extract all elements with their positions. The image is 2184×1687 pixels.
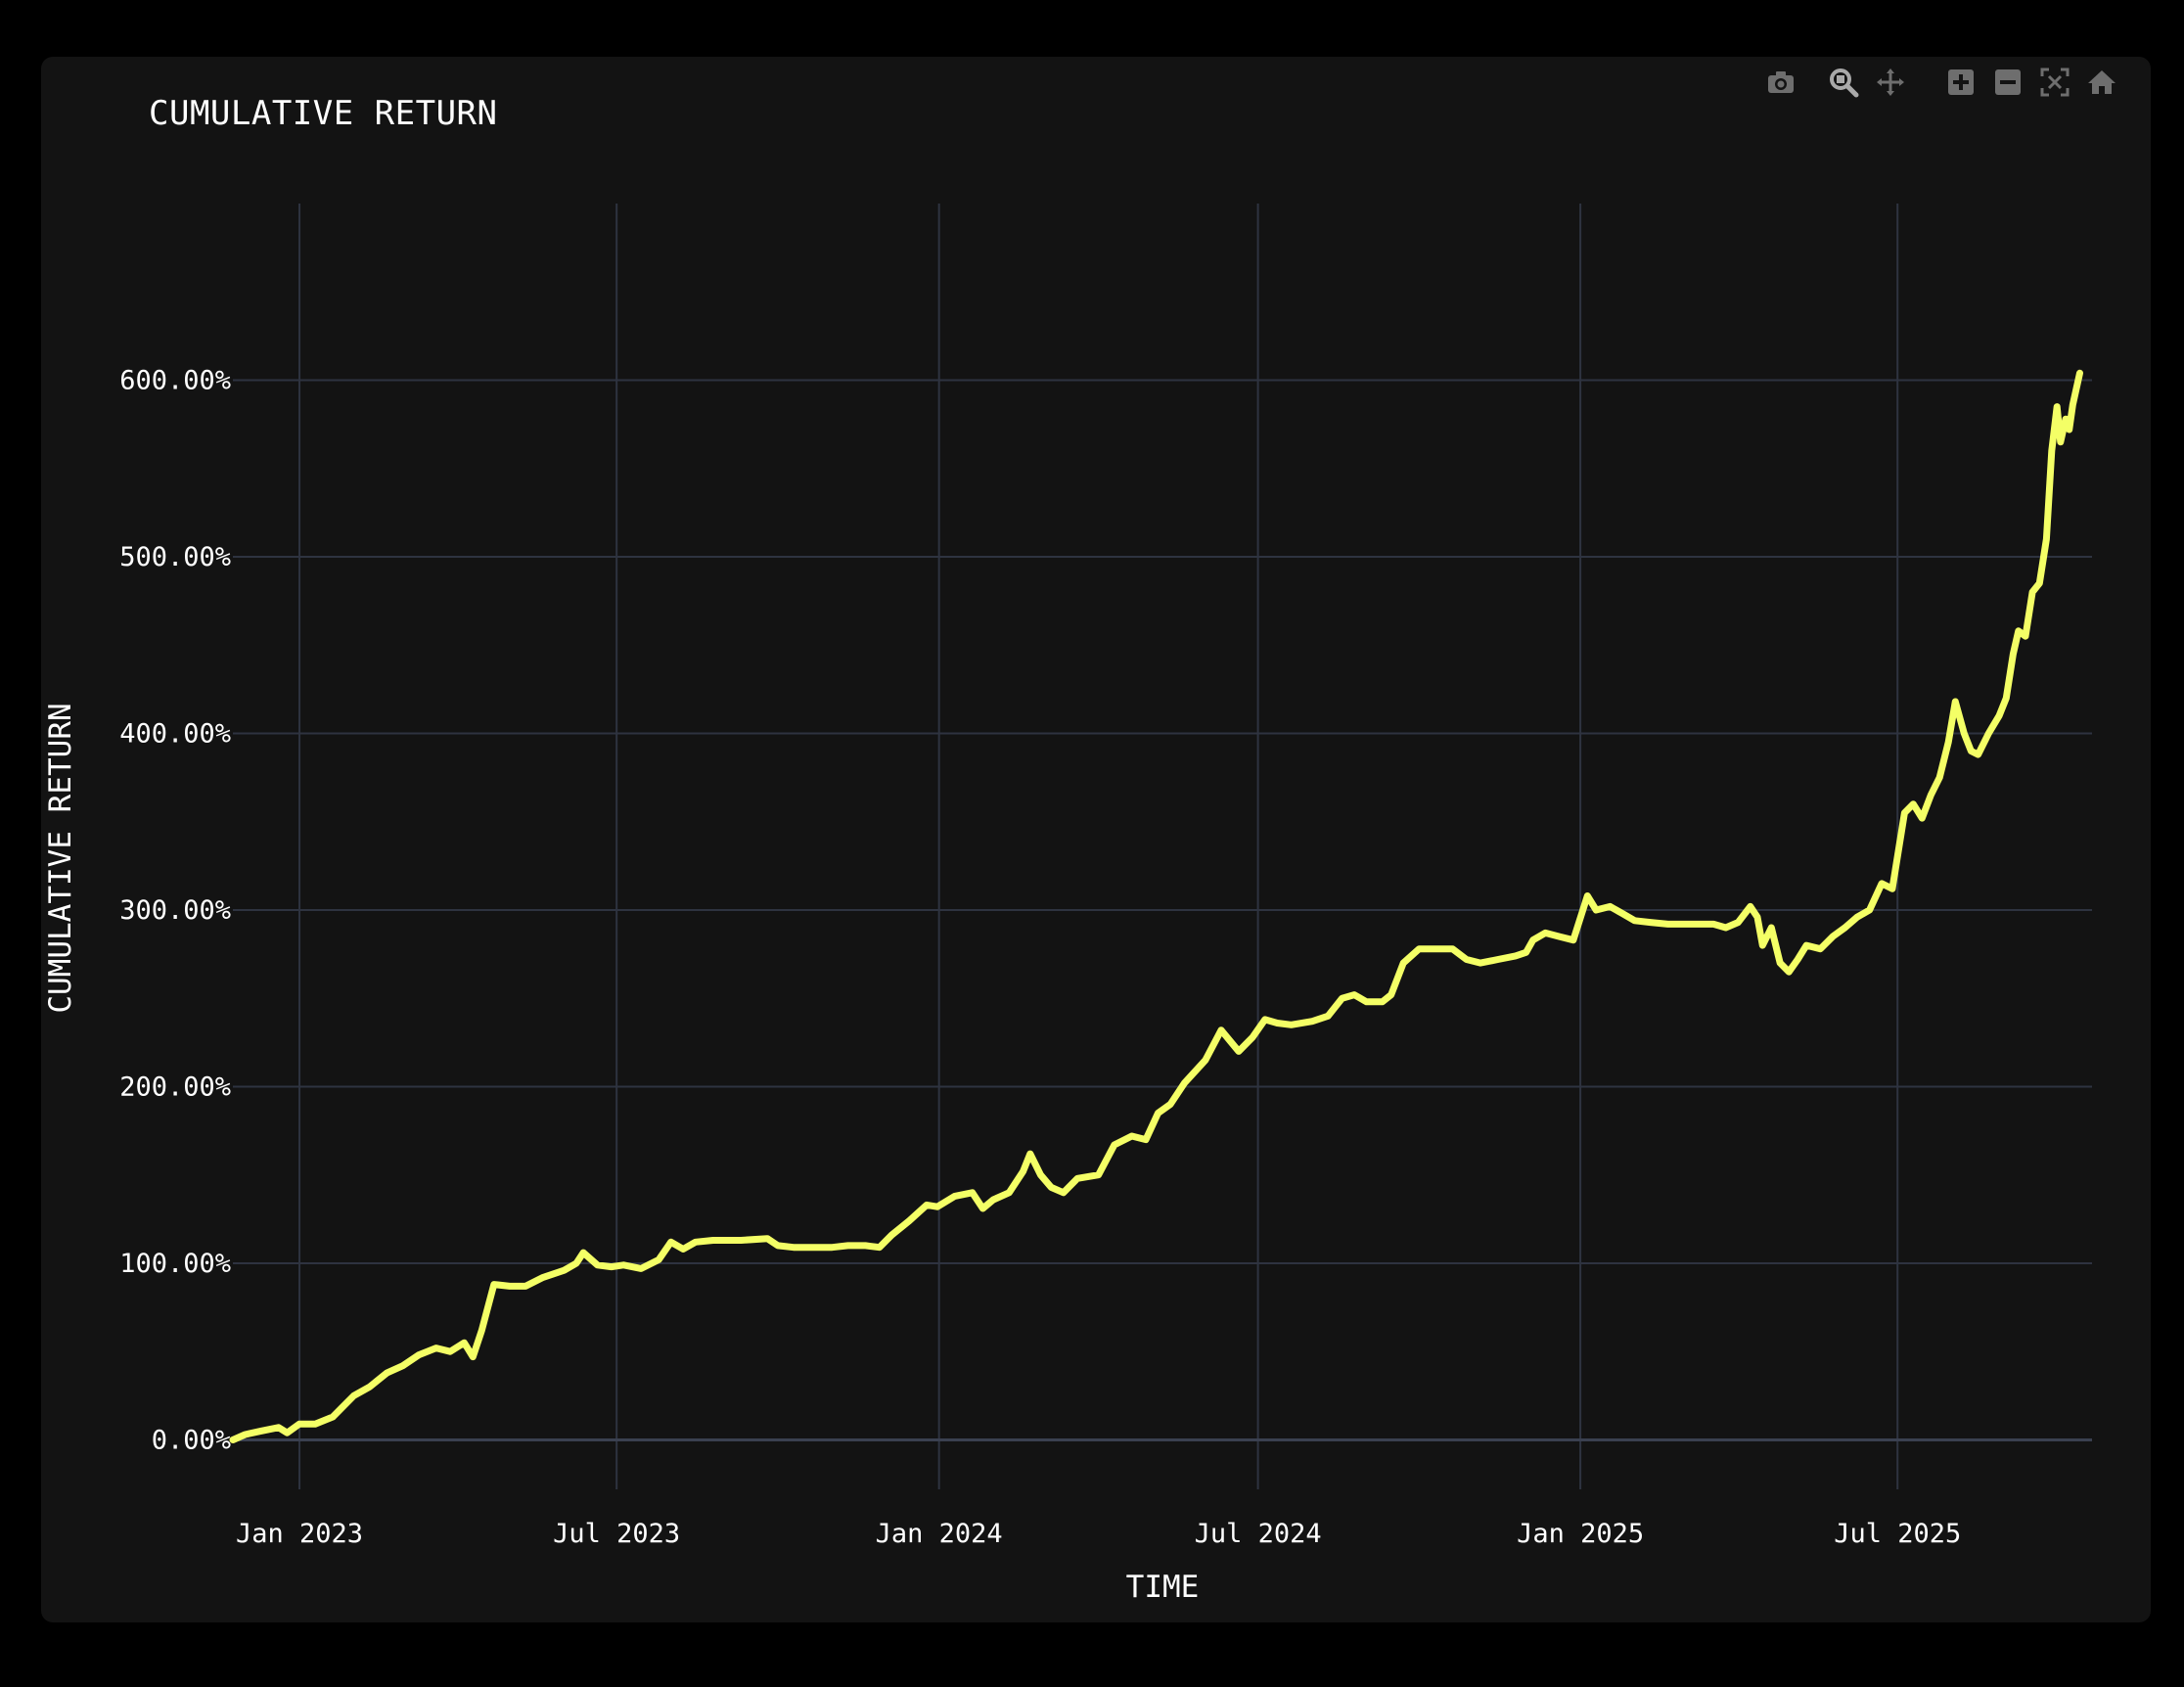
y-axis-ticks: 0.00% 100.00% 200.00% 300.00% 400.00% 500.00%…: [119, 365, 231, 1455]
chart-panel: [41, 57, 2151, 1622]
x-tick-label: Jul 2025: [1834, 1519, 1961, 1549]
modebar: [1761, 61, 2116, 104]
grid: [233, 204, 2092, 1489]
x-axis-title: TIME: [1126, 1570, 1200, 1605]
y-tick-label: 200.00%: [119, 1071, 231, 1102]
y-axis-title: CUMULATIVE RETURN: [43, 703, 78, 1013]
x-tick-label: Jan 2024: [876, 1519, 1003, 1549]
y-tick-label: 600.00%: [119, 365, 231, 395]
series-line-group: [229, 369, 2083, 1443]
pan-icon[interactable]: [1871, 61, 1910, 104]
home-icon[interactable]: [2082, 61, 2121, 104]
x-tick-label: Jul 2024: [1195, 1519, 1322, 1549]
x-tick-label: Jul 2023: [553, 1519, 680, 1549]
chart-title: CUMULATIVE RETURN: [149, 94, 498, 133]
y-tick-label: 100.00%: [119, 1249, 231, 1279]
camera-icon[interactable]: [1761, 61, 1800, 104]
zoom-out-icon[interactable]: [1988, 61, 2027, 104]
y-tick-label: 500.00%: [119, 542, 231, 572]
y-tick-label: 0.00%: [152, 1425, 231, 1455]
x-axis-ticks: Jan 2023 Jul 2023 Jan 2024 Jul 2024 Jan 2025…: [236, 1519, 1961, 1549]
zoom-in-icon[interactable]: [1941, 61, 1980, 104]
autoscale-icon[interactable]: [2035, 61, 2074, 104]
y-tick-label: 400.00%: [119, 718, 231, 749]
x-tick-label: Jan 2023: [236, 1519, 363, 1549]
y-tick-label: 300.00%: [119, 895, 231, 926]
x-tick-label: Jan 2025: [1517, 1519, 1644, 1549]
zoom-icon[interactable]: [1824, 61, 1863, 104]
series-line: [229, 369, 2083, 1443]
